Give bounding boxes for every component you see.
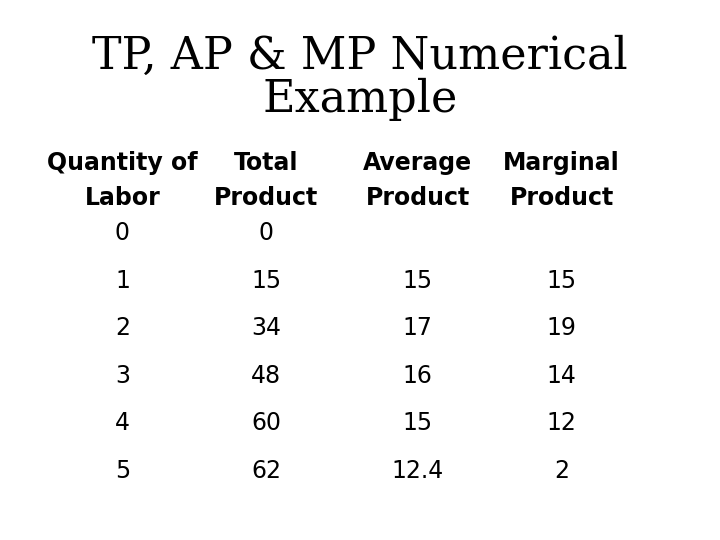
Text: Total: Total <box>234 151 299 175</box>
Text: 3: 3 <box>115 364 130 388</box>
Text: 0: 0 <box>115 221 130 245</box>
Text: 16: 16 <box>402 364 433 388</box>
Text: 14: 14 <box>546 364 577 388</box>
Text: 19: 19 <box>546 316 577 340</box>
Text: 5: 5 <box>114 459 130 483</box>
Text: 12.4: 12.4 <box>392 459 444 483</box>
Text: 12: 12 <box>546 411 577 435</box>
Text: 60: 60 <box>251 411 282 435</box>
Text: 15: 15 <box>251 269 282 293</box>
Text: Marginal: Marginal <box>503 151 620 175</box>
Text: 4: 4 <box>115 411 130 435</box>
Text: Quantity of: Quantity of <box>47 151 198 175</box>
Text: 62: 62 <box>251 459 282 483</box>
Text: Product: Product <box>510 186 613 210</box>
Text: Product: Product <box>366 186 469 210</box>
Text: 2: 2 <box>115 316 130 340</box>
Text: 17: 17 <box>402 316 433 340</box>
Text: Product: Product <box>215 186 318 210</box>
Text: 48: 48 <box>251 364 282 388</box>
Text: 34: 34 <box>251 316 282 340</box>
Text: 15: 15 <box>546 269 577 293</box>
Text: 15: 15 <box>402 269 433 293</box>
Text: 2: 2 <box>554 459 569 483</box>
Text: 0: 0 <box>259 221 274 245</box>
Text: Average: Average <box>363 151 472 175</box>
Text: 1: 1 <box>115 269 130 293</box>
Text: TP, AP & MP Numerical: TP, AP & MP Numerical <box>92 35 628 78</box>
Text: Labor: Labor <box>84 186 161 210</box>
Text: 15: 15 <box>402 411 433 435</box>
Text: Example: Example <box>262 78 458 122</box>
